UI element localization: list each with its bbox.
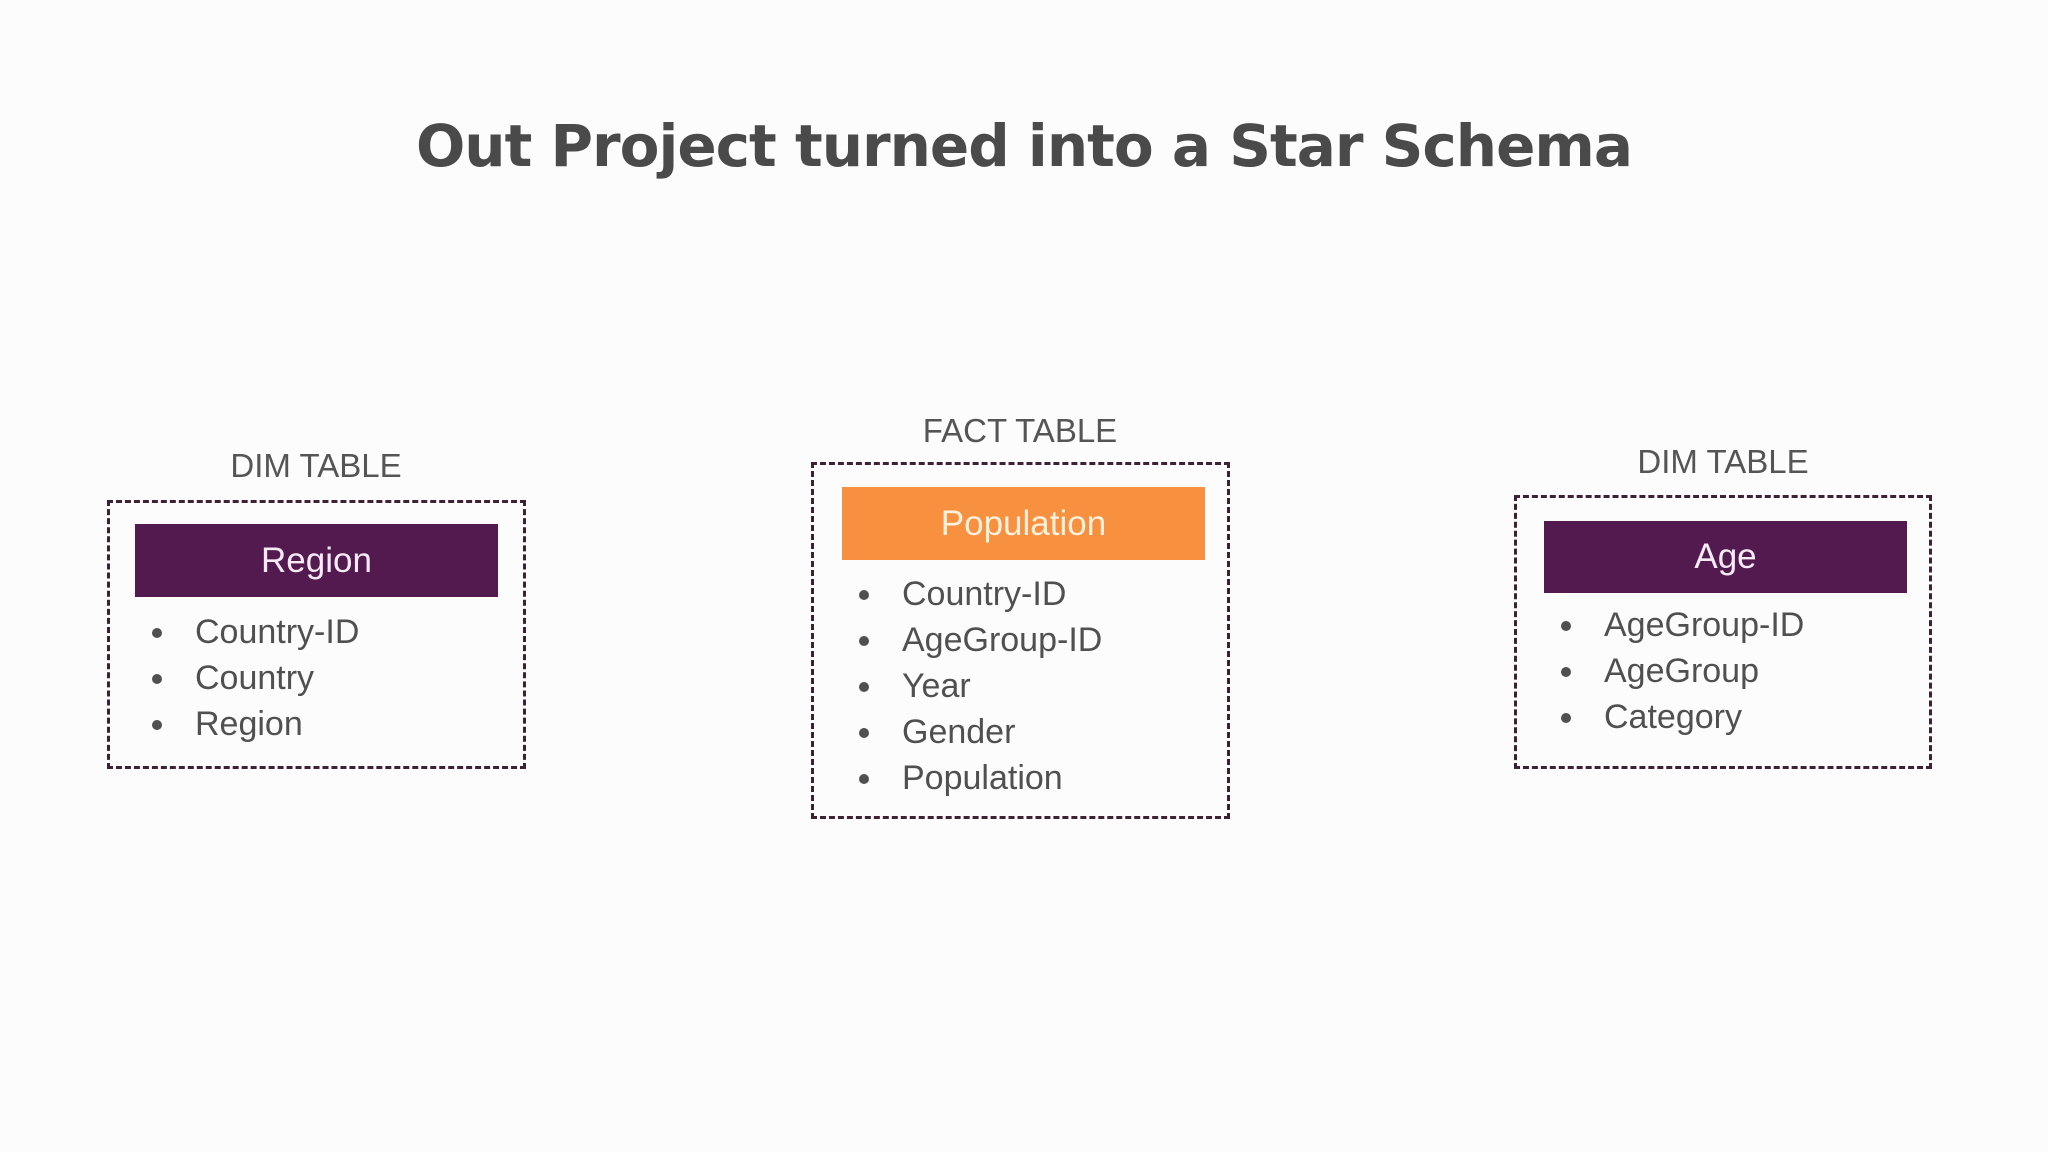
bullet-icon	[859, 636, 869, 646]
field-name: Gender	[902, 713, 1016, 751]
population-table-header: Population	[842, 487, 1205, 560]
region-dim-table	[107, 500, 526, 769]
field-name: Category	[1604, 698, 1742, 736]
field-name: Country-ID	[195, 613, 360, 651]
bullet-icon	[1561, 713, 1571, 723]
age-table-header: Age	[1544, 521, 1907, 593]
region-table-type-label: DIM TABLE	[230, 447, 402, 484]
age-table-type-label: DIM TABLE	[1637, 443, 1809, 480]
region-table-header: Region	[135, 524, 498, 597]
field-name: AgeGroup	[1604, 652, 1759, 690]
bullet-icon	[1561, 621, 1571, 631]
population-table-type-label: FACT TABLE	[922, 412, 1118, 449]
field-name: Country	[195, 659, 315, 697]
bullet-icon	[859, 728, 869, 738]
bullet-icon	[152, 720, 162, 730]
slide-title: Out Project turned into a Star Schema	[415, 112, 1633, 180]
field-name: Population	[902, 759, 1063, 797]
bullet-icon	[859, 774, 869, 784]
bullet-icon	[859, 682, 869, 692]
bullet-icon	[859, 590, 869, 600]
bullet-icon	[152, 674, 162, 684]
field-name: Country-ID	[902, 575, 1067, 613]
population-fact-table	[811, 462, 1230, 819]
bullet-icon	[1561, 667, 1571, 677]
field-name: AgeGroup-ID	[1604, 606, 1805, 644]
bullet-icon	[152, 628, 162, 638]
field-name: Year	[902, 667, 971, 705]
age-dim-table	[1514, 495, 1932, 769]
field-name: AgeGroup-ID	[902, 621, 1103, 659]
field-name: Region	[195, 705, 303, 743]
